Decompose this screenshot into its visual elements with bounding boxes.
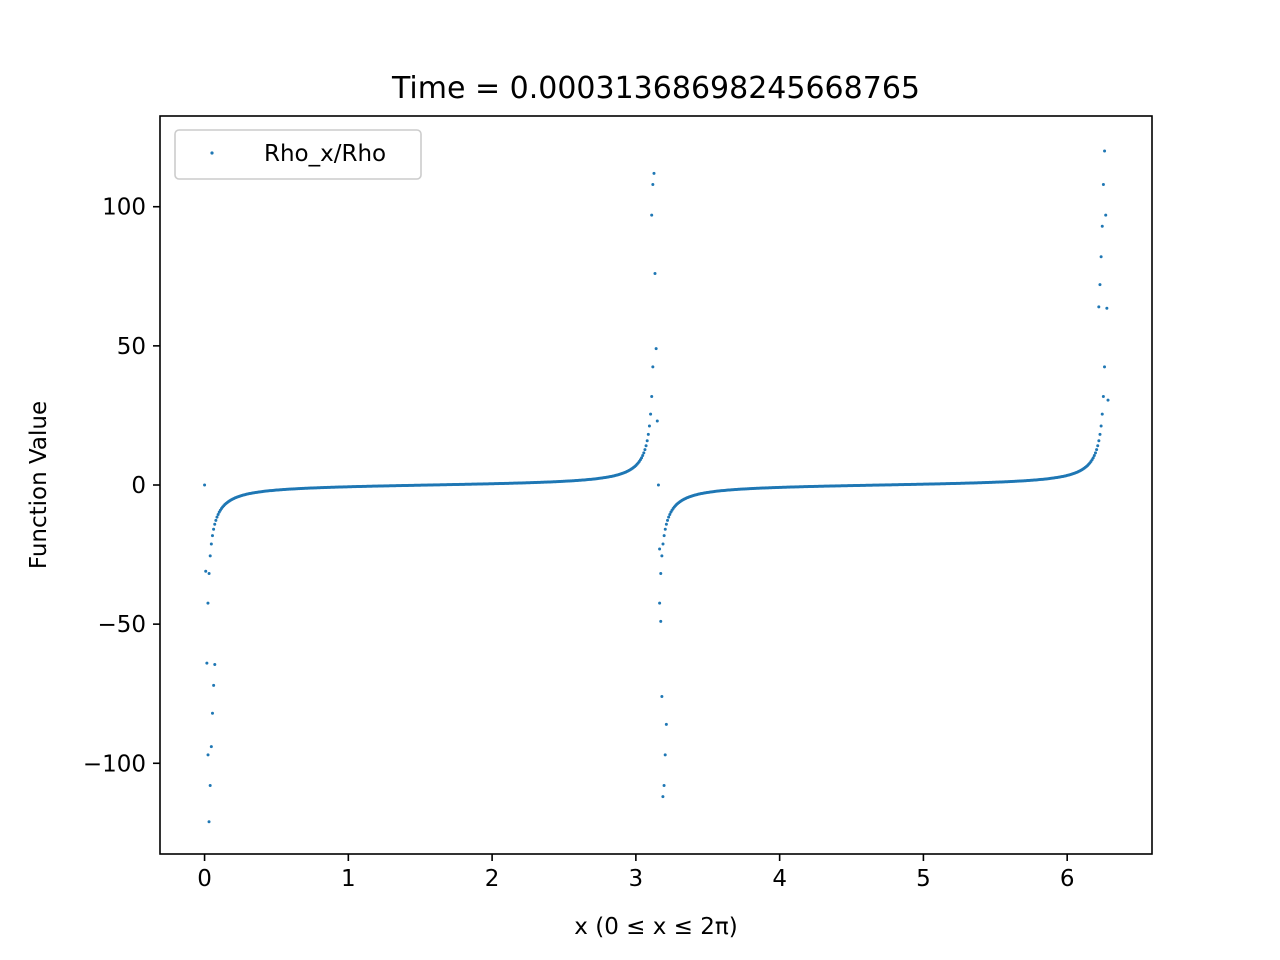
y-axis: −100 −50 0 50 100 [83, 195, 160, 777]
data-point [205, 661, 209, 665]
data-point [1104, 213, 1108, 217]
data-point [663, 753, 667, 757]
x-tick-label: 5 [916, 866, 931, 892]
data-point [208, 554, 212, 558]
data-point [1101, 394, 1105, 398]
data-point [668, 512, 672, 516]
data-point [215, 515, 219, 519]
data-point [209, 542, 213, 546]
data-point [659, 619, 663, 623]
data-point [652, 171, 656, 175]
data-point [656, 483, 660, 487]
data-points [203, 149, 1110, 824]
x-tick-label: 4 [772, 866, 787, 892]
data-point [659, 572, 663, 576]
x-tick-label: 1 [341, 866, 356, 892]
data-point [1101, 182, 1105, 186]
data-point [653, 272, 657, 276]
x-tick-label: 6 [1060, 866, 1075, 892]
data-point [213, 662, 217, 666]
data-point [663, 527, 667, 531]
data-point [647, 424, 651, 428]
data-point [1096, 444, 1100, 448]
data-point [642, 451, 646, 455]
data-point [1100, 224, 1104, 228]
data-point [203, 483, 207, 487]
legend-entry-label: Rho_x/Rho [264, 141, 386, 167]
data-point [207, 820, 211, 824]
data-point [655, 419, 659, 423]
x-axis-label: x (0 ≤ x ≤ 2π) [574, 914, 737, 940]
data-point [666, 518, 670, 522]
data-point [1106, 398, 1110, 402]
y-tick-label: 0 [131, 473, 146, 499]
data-point [654, 347, 658, 351]
data-point [204, 569, 208, 573]
data-point [644, 444, 648, 448]
data-point [658, 547, 662, 551]
data-point [664, 722, 668, 726]
legend: Rho_x/Rho [174, 129, 422, 180]
y-tick-label: −100 [83, 751, 146, 777]
data-point [206, 601, 210, 605]
data-point [650, 394, 654, 398]
y-tick-label: 50 [117, 334, 146, 360]
data-point [210, 534, 214, 538]
y-axis-label: Function Value [26, 401, 52, 569]
data-point [641, 454, 645, 458]
chart-title: Time = 0.00031368698245668765 [391, 71, 920, 106]
data-point [645, 439, 649, 443]
data-point [1099, 255, 1103, 259]
data-point [667, 515, 671, 519]
data-point [1097, 439, 1101, 443]
data-point [1092, 454, 1096, 458]
legend-box [174, 129, 422, 180]
data-point [1093, 451, 1097, 455]
data-point [206, 753, 210, 757]
data-point [210, 711, 214, 715]
data-point [207, 572, 211, 576]
data-point [660, 554, 664, 558]
data-point [1098, 283, 1102, 287]
data-point [650, 213, 654, 217]
data-point [1103, 149, 1107, 153]
data-point [213, 522, 217, 526]
data-point [658, 601, 662, 605]
legend-marker [210, 151, 214, 155]
data-point [660, 694, 664, 698]
data-point [212, 683, 216, 687]
data-point [661, 795, 665, 799]
data-point [651, 182, 655, 186]
x-tick-label: 2 [485, 866, 500, 892]
x-tick-label: 0 [197, 866, 212, 892]
x-axis: 0 1 2 3 4 5 6 [197, 854, 1074, 892]
data-point [209, 745, 213, 749]
data-point [1099, 424, 1103, 428]
data-point [662, 534, 666, 538]
x-tick-label: 3 [629, 866, 644, 892]
data-point [1098, 432, 1102, 436]
data-point [208, 784, 212, 788]
y-tick-label: −50 [97, 612, 146, 638]
data-point [1091, 456, 1095, 460]
data-point [661, 542, 665, 546]
data-point [214, 518, 218, 522]
data-point [216, 512, 220, 516]
y-tick-label: 100 [102, 195, 146, 221]
data-point [646, 432, 650, 436]
data-point [1100, 412, 1104, 416]
data-point [662, 784, 666, 788]
data-point [1105, 306, 1109, 310]
data-point [640, 456, 644, 460]
data-point [1095, 448, 1099, 452]
data-point [651, 365, 655, 369]
data-point [212, 527, 216, 531]
data-point [1103, 365, 1106, 369]
data-point [649, 412, 653, 416]
data-point [1097, 305, 1101, 309]
data-point [664, 522, 668, 526]
data-point [643, 448, 647, 452]
